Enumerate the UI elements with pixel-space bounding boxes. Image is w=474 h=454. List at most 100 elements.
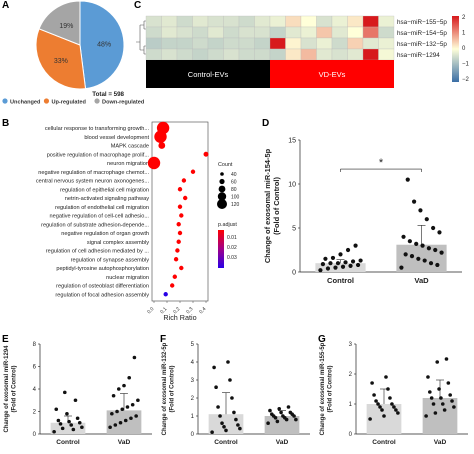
heatmap-cell bbox=[378, 15, 395, 28]
heatmap-cell bbox=[285, 26, 302, 39]
heatmap-cell bbox=[223, 15, 240, 28]
heatmap-cell bbox=[316, 15, 333, 28]
bar-chart-mir155: 0 1 2 3 Change of exosomal miR-155-5p (Fold o… bbox=[320, 342, 468, 446]
data-point bbox=[75, 416, 80, 421]
data-point bbox=[378, 405, 382, 409]
term-dot bbox=[177, 187, 183, 192]
term-dot bbox=[181, 178, 187, 183]
panel-label-a: A bbox=[2, 0, 10, 11]
data-point bbox=[268, 408, 272, 413]
data-point bbox=[416, 256, 421, 261]
data-point bbox=[65, 411, 69, 416]
y-axis-label: (Fold of Control) bbox=[328, 366, 334, 413]
heatmap-cell bbox=[254, 26, 271, 39]
term-label: central nervous system neuron axonogenes… bbox=[36, 179, 150, 185]
data-point bbox=[123, 418, 128, 423]
y-axis-label: Change of exosomal miR-154-5p bbox=[263, 148, 272, 263]
y-tick-label: 0 bbox=[33, 432, 37, 438]
data-point bbox=[370, 381, 374, 385]
heatmap-cell bbox=[145, 48, 162, 61]
data-point bbox=[325, 266, 331, 271]
x-category-label: Control bbox=[214, 439, 238, 446]
pie-slice-unchanged bbox=[79, 0, 125, 90]
x-category-label: Control bbox=[56, 439, 80, 446]
legend-swatch bbox=[2, 98, 8, 104]
x-category-label: VaD bbox=[276, 439, 289, 446]
term-label: regulation of synapse assembly bbox=[71, 257, 150, 263]
heatmap-cell bbox=[238, 15, 255, 28]
data-point bbox=[224, 428, 228, 433]
heatmap-cell bbox=[238, 48, 255, 61]
term-label: neuron migration bbox=[107, 161, 149, 167]
y-tick-label: 3 bbox=[191, 378, 195, 384]
heatmap-row-label: hsa−miR−1294 bbox=[397, 52, 440, 59]
heatmap-cell bbox=[161, 48, 178, 61]
panel-label-g: G bbox=[318, 334, 326, 345]
data-point bbox=[435, 360, 440, 364]
term-label: netrin-activated signaling pathway bbox=[65, 196, 149, 202]
heatmap-cell bbox=[347, 48, 364, 61]
term-label: cellular response to transforming growth… bbox=[45, 126, 150, 132]
heatmap-cell bbox=[192, 48, 209, 61]
pie-slice-label: 33% bbox=[54, 58, 68, 65]
y-tick-label: 5 bbox=[292, 225, 296, 232]
data-point bbox=[348, 263, 353, 268]
bar-vad bbox=[264, 416, 300, 434]
padj-legend-tick: 0.03 bbox=[227, 255, 237, 261]
y-tick-label: 2 bbox=[33, 410, 37, 416]
x-category-label: Control bbox=[372, 439, 396, 446]
term-label: blood vessel development bbox=[84, 135, 149, 141]
bar-control bbox=[315, 263, 366, 272]
data-point bbox=[234, 417, 238, 422]
heatmap-cell bbox=[269, 37, 286, 50]
heatmap-cell bbox=[269, 15, 286, 28]
data-point bbox=[216, 405, 220, 409]
data-point bbox=[405, 177, 410, 182]
data-point bbox=[446, 381, 451, 385]
heatmap-cell bbox=[254, 48, 271, 61]
panel-label-c: C bbox=[134, 0, 142, 11]
pie-chart: 48% 33% 19% Unchanged Up-regulated Down-regul… bbox=[2, 0, 145, 106]
data-point bbox=[54, 407, 59, 412]
data-point bbox=[433, 247, 438, 253]
data-point bbox=[428, 261, 434, 266]
term-dot bbox=[183, 195, 188, 201]
data-point bbox=[414, 241, 419, 246]
y-tick-label: 1 bbox=[349, 402, 353, 408]
data-point bbox=[396, 411, 400, 415]
bar-chart-mir132: 0 1 2 3 4 5 Change of exosomal miR-132-5p (Fold… bbox=[162, 342, 310, 446]
data-point bbox=[122, 383, 126, 388]
heatmap-cell bbox=[316, 26, 333, 39]
term-dot bbox=[179, 265, 184, 271]
data-point bbox=[323, 256, 328, 261]
bar-vad bbox=[106, 410, 142, 434]
term-label: regulation of substrate adhesion-depende… bbox=[41, 222, 149, 228]
heatmap-cell bbox=[269, 48, 286, 61]
heatmap-cell bbox=[238, 26, 255, 39]
data-point bbox=[431, 402, 436, 406]
heatmap-cell bbox=[192, 26, 209, 39]
count-legend-title: Count bbox=[218, 162, 233, 168]
legend-label: Down-regulated bbox=[102, 100, 145, 106]
heatmap-cell bbox=[223, 37, 240, 50]
group-bar bbox=[270, 60, 394, 88]
data-point bbox=[452, 405, 456, 409]
data-point bbox=[226, 360, 230, 364]
x-tick-label: 0.3 bbox=[185, 306, 194, 315]
data-point bbox=[450, 399, 454, 403]
color-legend-bar bbox=[452, 16, 459, 82]
y-axis-label: (Fold of Control) bbox=[272, 177, 281, 235]
data-point bbox=[409, 254, 415, 259]
data-point bbox=[108, 425, 112, 430]
data-point bbox=[134, 414, 138, 418]
data-point bbox=[440, 402, 445, 406]
data-point bbox=[428, 390, 432, 394]
term-label: MAPK cascade bbox=[111, 144, 149, 150]
padj-legend-tick: 0.02 bbox=[227, 245, 237, 251]
data-point bbox=[426, 375, 430, 379]
pie-slice-up-regulated bbox=[35, 28, 87, 90]
data-point bbox=[384, 375, 388, 379]
x-category-label: VaD bbox=[434, 439, 447, 446]
heatmap-cell bbox=[207, 15, 224, 28]
term-label: regulation of epithelial cell migration bbox=[60, 187, 149, 193]
